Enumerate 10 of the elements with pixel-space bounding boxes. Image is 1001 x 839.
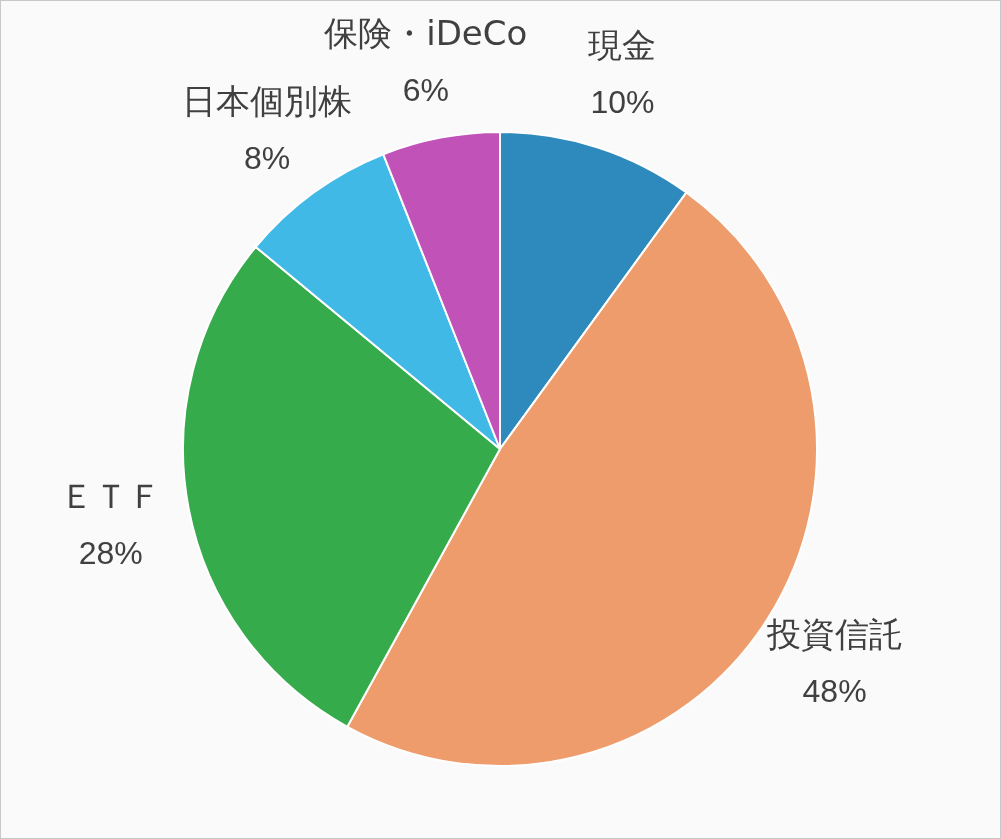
- data-label: 8%: [243, 140, 291, 177]
- slice-label: ＥＴＦ: [59, 476, 162, 517]
- slice-label: 現金: [588, 24, 657, 65]
- slice-label: 日本個別株: [182, 81, 353, 122]
- slice-label: 投資信託: [765, 614, 903, 655]
- data-label: 48%: [802, 673, 867, 710]
- slice-label: 保険・iDeCo: [324, 12, 528, 53]
- data-label: 6%: [402, 71, 449, 108]
- data-label: 10%: [590, 83, 655, 120]
- data-label: 28%: [78, 535, 143, 572]
